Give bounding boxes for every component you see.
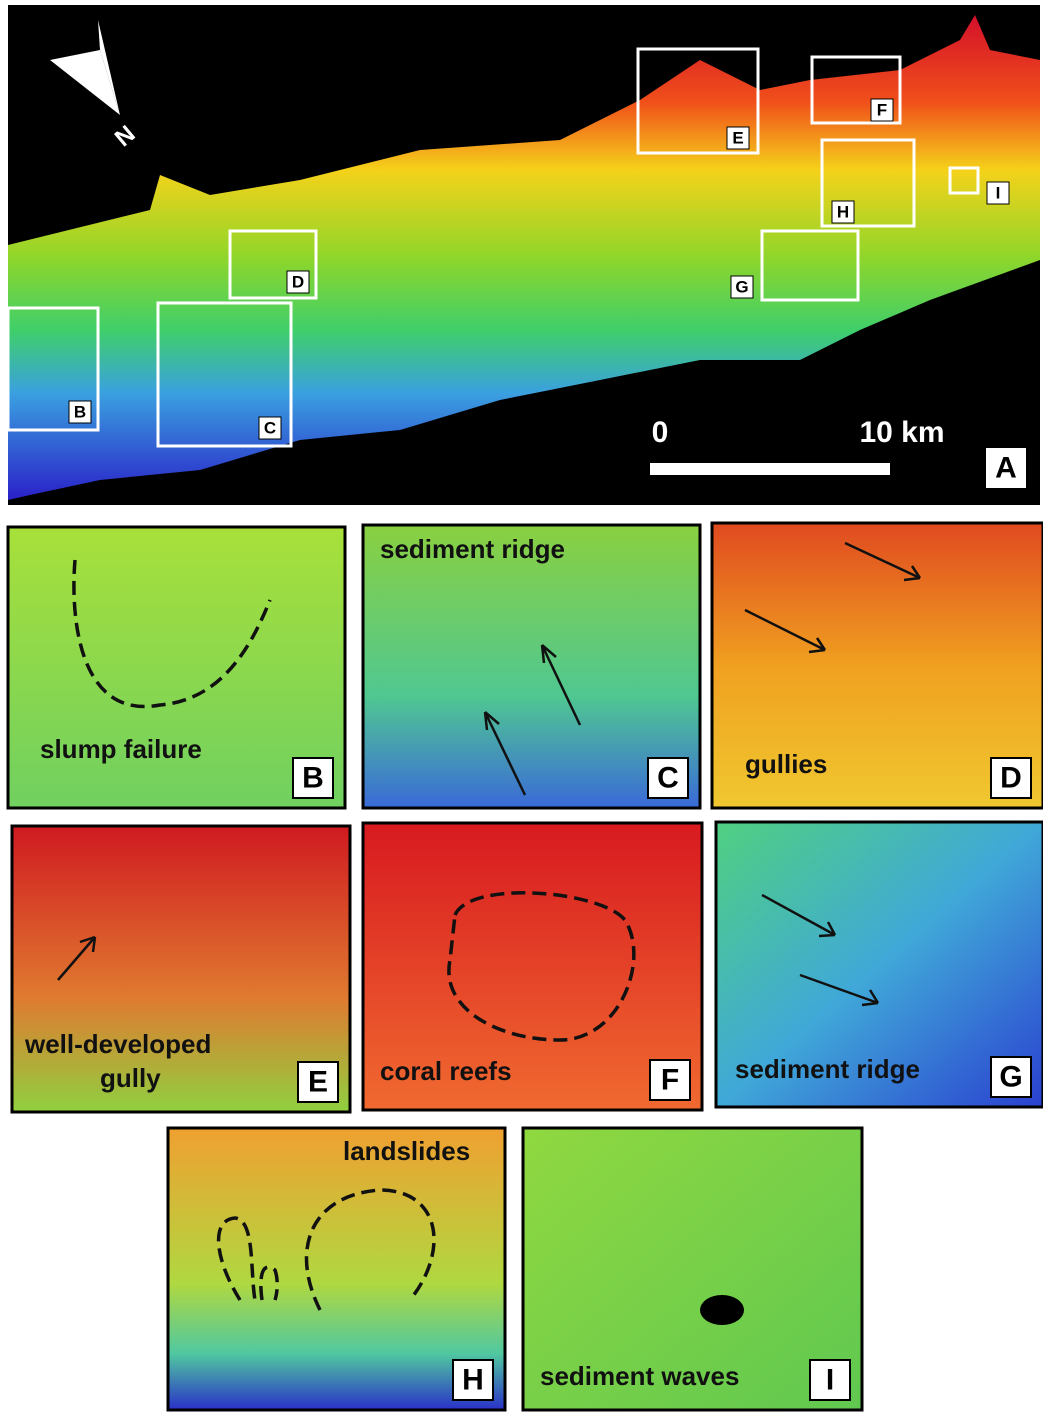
panel-label: E — [308, 1066, 328, 1099]
panel-label: C — [657, 762, 679, 795]
panel: coral reefs F — [363, 823, 702, 1110]
scale-start: 0 — [652, 416, 669, 449]
panel-label: I — [826, 1364, 834, 1397]
panel: slump failure B — [8, 527, 345, 808]
panel-caption: well-developed — [24, 1029, 211, 1059]
inset-label: G — [735, 278, 748, 297]
inset-label: I — [996, 184, 1001, 203]
figure: N 0 10 km BCDEFGHI A slump failureBsedim… — [0, 0, 1043, 1413]
panel: sediment ridge C — [363, 525, 700, 808]
panel-caption: gullies — [745, 749, 827, 779]
panel-caption: sediment waves — [540, 1361, 739, 1391]
inset-label: F — [877, 101, 887, 120]
inset-label: D — [292, 273, 304, 292]
panel-caption: sediment ridge — [380, 534, 565, 564]
panel-caption: coral reefs — [380, 1056, 512, 1086]
panel-label: B — [302, 762, 324, 795]
panel: gullies D — [712, 523, 1043, 808]
panel-label: D — [1000, 762, 1022, 795]
scale-end: 10 km — [859, 416, 944, 449]
panel: sediment waves I — [523, 1128, 862, 1410]
inset-label: H — [837, 203, 849, 222]
panel-caption: landslides — [343, 1136, 470, 1166]
panel: well-developed gully E — [12, 826, 350, 1112]
inset-label: E — [732, 129, 743, 148]
panel: sediment ridge G — [716, 822, 1043, 1107]
panel-label: A — [995, 452, 1017, 485]
panel: landslides H — [168, 1128, 505, 1410]
panel-caption: slump failure — [40, 734, 202, 764]
panel-label: G — [999, 1061, 1022, 1094]
annotation — [700, 1295, 744, 1325]
panel-caption: sediment ridge — [735, 1054, 920, 1084]
inset-label: C — [264, 419, 276, 438]
inset-label: B — [74, 403, 86, 422]
panel-label: F — [661, 1064, 679, 1097]
panel-label: H — [462, 1364, 484, 1397]
panel-caption: gully — [100, 1063, 161, 1093]
